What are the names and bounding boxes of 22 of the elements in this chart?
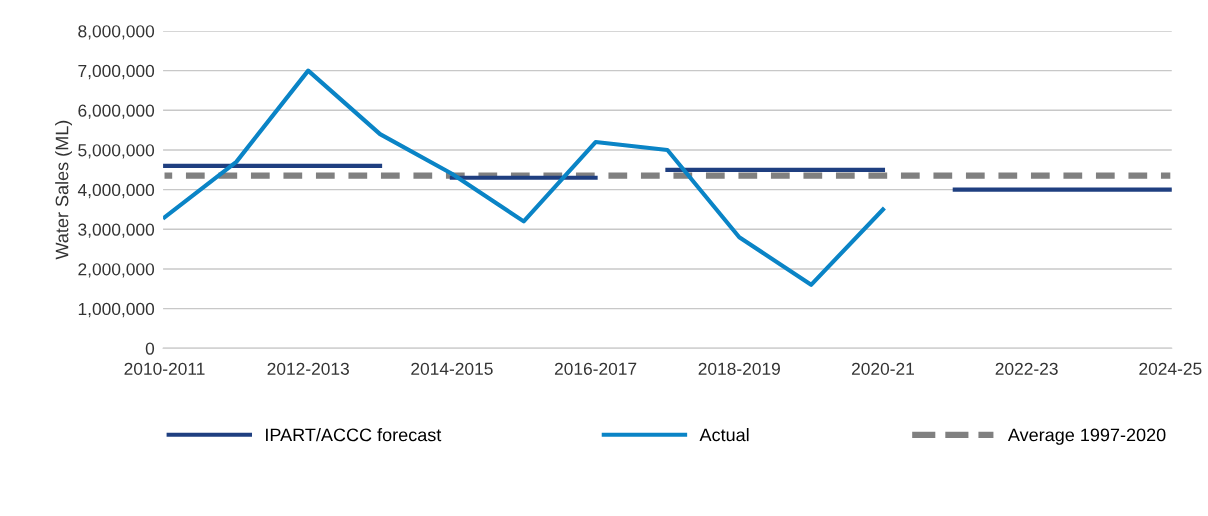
- x-tick-label: 2018-2019: [698, 362, 780, 375]
- line-series: [163, 68, 886, 287]
- y-tick-label: 5,000,000: [78, 144, 155, 159]
- y-tick-label: 4,000,000: [77, 183, 155, 199]
- x-tick-label: 2010-2011: [124, 362, 205, 375]
- x-tick-label: 2012-2013: [267, 362, 349, 375]
- x-tick-label: 2024-25: [1139, 362, 1202, 375]
- y-tick-label: 3,000,000: [78, 223, 155, 238]
- y-axis-title: Water Sales (ML): [55, 120, 72, 260]
- x-tick-label: 2022-23: [995, 362, 1058, 375]
- legend-label: Actual: [699, 428, 749, 442]
- y-tick-label: 6,000,000: [78, 104, 155, 119]
- x-tick-label: 2016-2017: [554, 362, 637, 375]
- x-tick-label: 2014-2015: [411, 362, 493, 375]
- y-tick-label: 1,000,000: [78, 302, 155, 318]
- x-tick-label: 2020-21: [851, 362, 914, 375]
- legend-label: IPART/ACCC forecast: [266, 428, 442, 442]
- legend-label: Average 1997-2020: [1007, 428, 1166, 445]
- y-tick-label: 0: [145, 342, 155, 355]
- y-tick-label: 7,000,000: [78, 64, 155, 80]
- y-tick-label: 8,000,000: [78, 25, 155, 40]
- y-tick-label: 2,000,000: [78, 263, 155, 278]
